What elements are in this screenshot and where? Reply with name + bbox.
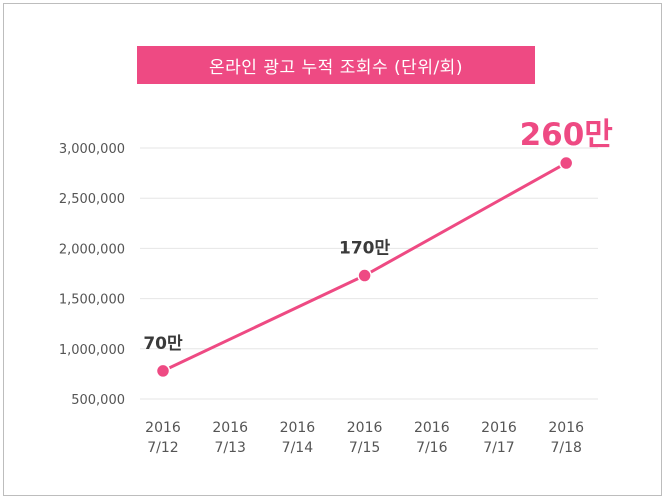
data-point bbox=[155, 363, 171, 379]
x-tick-date: 7/18 bbox=[550, 440, 581, 456]
series-line bbox=[161, 161, 568, 373]
y-tick-label: 500,000 bbox=[71, 393, 125, 408]
x-tick-date: 7/14 bbox=[282, 440, 314, 456]
y-tick-label: 2,000,000 bbox=[59, 242, 125, 257]
data-point bbox=[357, 268, 372, 283]
x-tick-year: 2016 bbox=[212, 420, 248, 436]
x-tick-date: 7/17 bbox=[483, 440, 514, 456]
chart-title: 온라인 광고 누적 조회수 (단위/회) bbox=[137, 46, 535, 84]
x-tick-year: 2016 bbox=[145, 420, 181, 436]
chart-frame bbox=[3, 3, 662, 496]
data-label: 170만 bbox=[339, 239, 390, 259]
y-tick-label: 3,000,000 bbox=[59, 142, 125, 157]
x-tick-year: 2016 bbox=[347, 420, 383, 436]
y-tick-label: 1,000,000 bbox=[59, 343, 125, 358]
data-label: 260만 bbox=[520, 117, 613, 153]
x-tick-date: 7/13 bbox=[214, 440, 245, 456]
x-tick-date: 7/16 bbox=[416, 440, 448, 456]
x-tick-year: 2016 bbox=[280, 420, 316, 436]
x-tick-year: 2016 bbox=[414, 420, 450, 436]
data-label: 70만 bbox=[143, 334, 183, 354]
x-tick-date: 7/12 bbox=[147, 440, 178, 456]
y-tick-label: 2,500,000 bbox=[59, 192, 125, 207]
x-tick-year: 2016 bbox=[481, 420, 517, 436]
data-point bbox=[558, 155, 574, 171]
x-tick-year: 2016 bbox=[548, 420, 584, 436]
x-tick-date: 7/15 bbox=[349, 440, 380, 456]
y-tick-label: 1,500,000 bbox=[59, 293, 125, 308]
